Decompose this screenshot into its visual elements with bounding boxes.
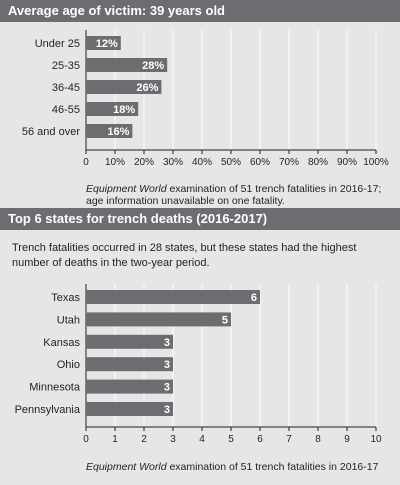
chart2-tick-label: 0 xyxy=(83,434,89,445)
chart1-note: Equipment World examination of 51 trench… xyxy=(86,183,381,207)
chart2-category-label: Ohio xyxy=(57,359,80,371)
chart1-bar xyxy=(86,124,133,138)
chart1-category-label: 36-45 xyxy=(52,82,80,94)
chart1-title: Average age of victim: 39 years old xyxy=(0,0,400,22)
chart2-title: Top 6 states for trench deaths (2016-201… xyxy=(0,208,400,230)
chart1-category-label: Under 25 xyxy=(35,38,80,50)
chart1-bar xyxy=(86,80,162,94)
chart1-tick-label: 80% xyxy=(308,157,328,168)
chart1-bar xyxy=(86,58,168,72)
chart2-bar xyxy=(86,402,173,416)
chart1-value-label: 12% xyxy=(96,38,118,50)
chart2-value-label: 3 xyxy=(164,337,170,349)
chart1-category-label: 46-55 xyxy=(52,104,80,116)
chart2-tick-label: 7 xyxy=(286,434,292,445)
chart1-note-line2: age information unavailable on one fatal… xyxy=(86,195,285,207)
chart2-note-line1: examination of 51 trench fatalities in 2… xyxy=(166,461,379,473)
chart2-plot: 0 1 2 3 4 5 6 7 8 9 10 Texas 6 Utah 5 Kansas 3 Ohio 3 Minne… xyxy=(15,284,382,445)
chart1-note-line1: examination of 51 trench fatalities in 2… xyxy=(166,183,382,195)
chart1-tick-label: 20% xyxy=(134,157,154,168)
chart2-category-label: Texas xyxy=(51,292,80,304)
chart2-category-label: Kansas xyxy=(43,337,80,349)
chart2-bar xyxy=(86,290,260,304)
chart1-tick-label: 90% xyxy=(337,157,357,168)
chart2-value-label: 3 xyxy=(164,359,170,371)
chart2-bar xyxy=(86,312,231,327)
chart1-value-label: 28% xyxy=(142,60,164,72)
chart1-note-source: Equipment World xyxy=(86,183,167,195)
chart2-tick-label: 2 xyxy=(141,434,147,445)
chart2-tick-label: 1 xyxy=(112,434,118,445)
chart1-bar xyxy=(86,102,139,116)
chart2-bar xyxy=(86,357,173,372)
chart2-value-label: 5 xyxy=(222,314,228,326)
chart2-category-label: Pennsylvania xyxy=(15,404,81,416)
chart2-tick-label: 9 xyxy=(344,434,350,445)
chart2-tick-label: 6 xyxy=(257,434,263,445)
chart2-note-source: Equipment World xyxy=(86,461,167,473)
chart1-value-label: 18% xyxy=(113,104,135,116)
chart1-value-label: 16% xyxy=(107,126,129,138)
chart1-plot: 0 10% 20% 30% 40% 50% 60% 70% 80% 90% 100% Under 25… xyxy=(22,30,389,168)
chart2-value-label: 3 xyxy=(164,404,170,416)
chart1-tick-label: 70% xyxy=(279,157,299,168)
chart2-category-label: Minnesota xyxy=(29,382,81,394)
chart1-tick-label: 30% xyxy=(163,157,183,168)
chart1-tick-label: 100% xyxy=(363,157,389,168)
chart1-bar xyxy=(86,36,121,50)
chart2-tick-label: 8 xyxy=(315,434,321,445)
chart1-tick-label: 40% xyxy=(192,157,212,168)
chart1-tick-label: 0 xyxy=(83,157,89,168)
chart1-tick-label: 60% xyxy=(250,157,270,168)
chart2-value-label: 3 xyxy=(164,382,170,394)
chart2-value-label: 6 xyxy=(251,292,257,304)
chart1-value-label: 26% xyxy=(136,82,158,94)
chart1-category-label: 25-35 xyxy=(52,60,80,72)
chart2-tick-label: 5 xyxy=(228,434,234,445)
chart1-tick-label: 50% xyxy=(221,157,241,168)
chart2-note: Equipment World examination of 51 trench… xyxy=(86,461,378,473)
chart2-tick-label: 4 xyxy=(199,434,205,445)
chart2-tick-label: 10 xyxy=(370,434,382,445)
chart2-category-label: Utah xyxy=(57,314,80,326)
chart1-category-label: 56 and over xyxy=(22,126,80,138)
chart2-bar xyxy=(86,379,173,394)
chart2-subtitle: Trench fatalities occurred in 28 states,… xyxy=(12,242,357,269)
chart2-tick-label: 3 xyxy=(170,434,176,445)
chart2-bar xyxy=(86,334,173,349)
chart1-tick-label: 10% xyxy=(105,157,125,168)
